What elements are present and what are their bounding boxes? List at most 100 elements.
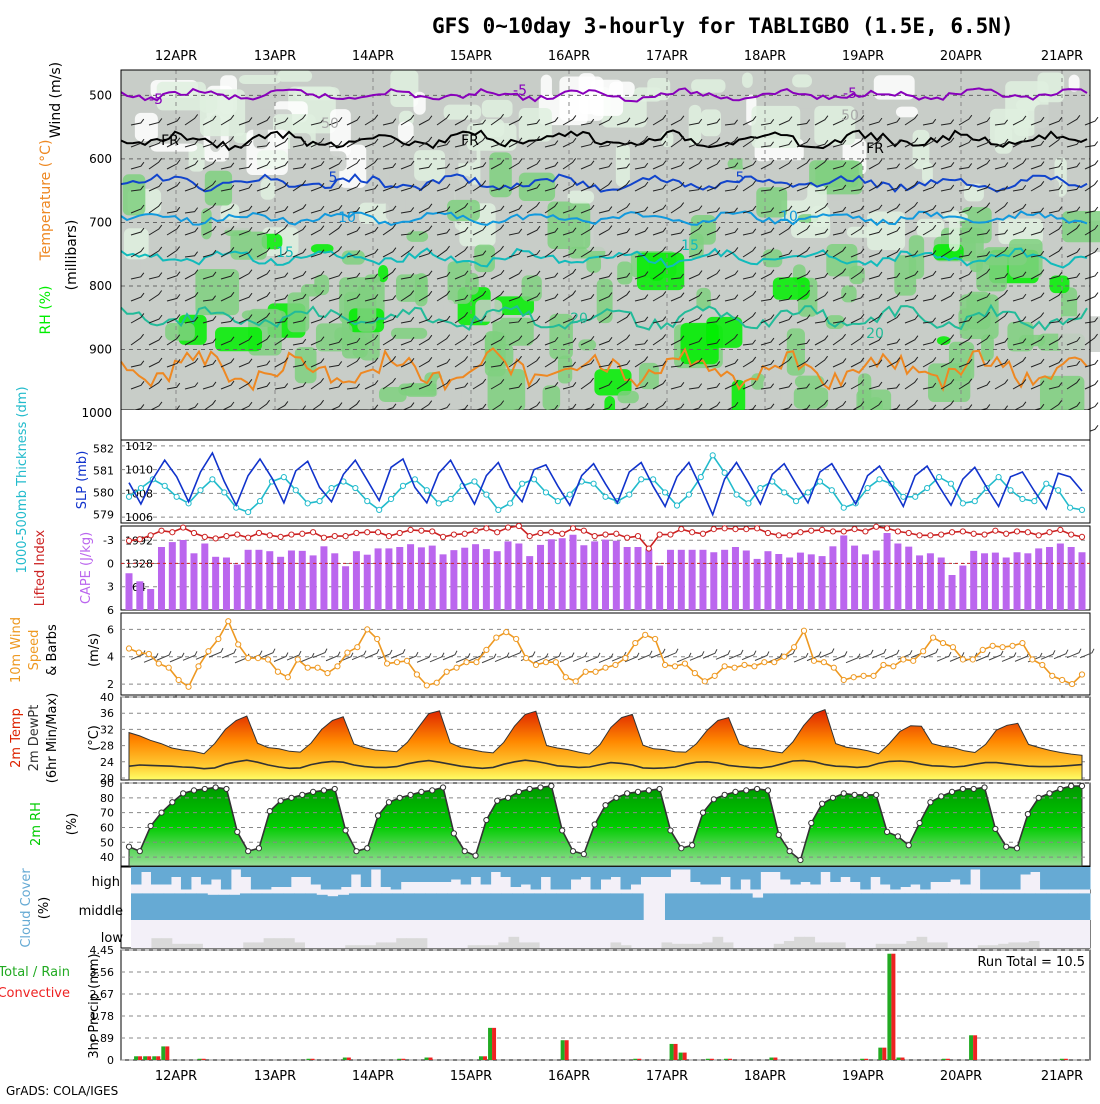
cloud-bar-middle xyxy=(163,893,176,920)
rh2m-marker xyxy=(667,827,674,834)
wind-barb xyxy=(616,378,631,390)
precip-bar-total xyxy=(896,1057,901,1060)
wind-barb xyxy=(670,403,685,412)
cloud-bar-high xyxy=(320,867,332,890)
lifted-index-marker xyxy=(624,534,631,541)
cape-bar xyxy=(147,589,155,610)
humidity-patch xyxy=(867,211,906,251)
wind-barb xyxy=(382,295,397,302)
wind-barb xyxy=(382,247,397,258)
wind-barb xyxy=(1048,206,1063,214)
thickness-marker xyxy=(471,478,478,485)
wind-barb xyxy=(166,271,181,280)
wind10-marker xyxy=(771,659,778,666)
wind10-marker xyxy=(939,639,947,647)
wind-barb xyxy=(220,136,235,148)
wind-barb xyxy=(1084,333,1098,346)
wind-barb xyxy=(706,382,721,390)
rh2m-marker xyxy=(1035,794,1042,801)
wind10-barb xyxy=(533,653,549,663)
wind-barb xyxy=(382,315,397,324)
cape-bar xyxy=(861,554,869,610)
wind-barb xyxy=(778,159,793,170)
label-minmax: (6hr Min/Max) xyxy=(45,693,60,783)
humidity-patch xyxy=(148,233,177,264)
wind-barb xyxy=(148,314,163,324)
wind-barb xyxy=(148,224,163,236)
wind-barb xyxy=(652,160,667,170)
rh2m-marker xyxy=(429,787,436,794)
wind-barb xyxy=(472,225,487,236)
cloud-bar-low xyxy=(804,936,816,948)
cape-bar xyxy=(212,556,220,610)
wind-barb xyxy=(742,272,757,280)
wind-barb xyxy=(652,114,667,126)
rh2m-marker xyxy=(808,819,815,827)
wind-barb xyxy=(742,228,757,236)
wind-barb xyxy=(598,403,613,412)
wind-barb xyxy=(994,162,1009,170)
rh2m-marker xyxy=(602,802,609,809)
rh2m-marker xyxy=(938,793,945,800)
wind-barb xyxy=(472,271,487,280)
wind-barb xyxy=(490,335,505,346)
wind10-barb xyxy=(819,648,835,658)
precip-bar-convective xyxy=(864,1058,869,1060)
wind-barb xyxy=(382,224,397,236)
wind10-marker xyxy=(1009,642,1016,649)
isotherm-label: FR xyxy=(161,133,179,149)
humidity-patch xyxy=(494,296,534,316)
wind-barb xyxy=(364,138,379,148)
chart-title: GFS 0~10day 3-hourly for TABLIGBO (1.5E,… xyxy=(432,14,1014,38)
cloud-bar-high xyxy=(140,867,152,872)
rh2m-tick: 70 xyxy=(100,807,114,820)
wind-barb xyxy=(184,227,199,236)
wind-barb xyxy=(148,335,163,346)
wind-barb xyxy=(742,180,757,192)
wind10-barb xyxy=(884,649,900,660)
lifted-index-marker xyxy=(353,529,360,537)
wind-barb xyxy=(904,399,918,412)
li-tick: 0 xyxy=(107,557,114,570)
wind-barb xyxy=(472,119,487,126)
wind-barb xyxy=(814,202,829,214)
cloud-bar-high xyxy=(170,867,182,877)
rh2m-marker xyxy=(699,809,707,816)
wind-barb xyxy=(814,355,828,368)
thickness-marker xyxy=(697,474,704,481)
wind-barb xyxy=(454,226,469,236)
rh2m-marker xyxy=(580,851,587,858)
wind-barb xyxy=(616,139,631,148)
wind10-marker xyxy=(483,646,490,654)
wind-barb xyxy=(220,317,235,324)
wind-barb xyxy=(940,246,955,258)
cape-bar xyxy=(580,545,588,610)
rh2m-marker xyxy=(851,791,858,798)
date-label-top: 13APR xyxy=(254,49,296,64)
humidity-patch xyxy=(751,105,801,149)
wind-barb xyxy=(634,206,649,214)
wind-barb xyxy=(616,403,631,412)
precip-bar-convective xyxy=(673,1043,678,1060)
wind-barb xyxy=(706,226,721,236)
wind10-tick: 4 xyxy=(107,651,114,664)
wind-barb xyxy=(130,227,145,236)
cape-bar xyxy=(385,548,393,610)
cloud-bar-middle xyxy=(1079,893,1091,920)
cloud-bar-low xyxy=(977,945,989,948)
wind-barb xyxy=(526,356,541,368)
wind-barb xyxy=(904,335,919,346)
wind-barb xyxy=(400,358,415,368)
humidity-patch xyxy=(352,335,368,358)
thickness-marker xyxy=(661,489,669,496)
wind-barb xyxy=(796,383,811,390)
humidity-patch xyxy=(638,362,659,390)
humidity-patch xyxy=(540,74,552,100)
wind-barb xyxy=(508,355,522,368)
cloud-bar-middle xyxy=(730,893,742,920)
wind-barb xyxy=(634,382,649,390)
wind-barb xyxy=(868,271,883,280)
wind-barb xyxy=(220,114,235,126)
wind10-barb xyxy=(1053,649,1069,660)
cape-bar xyxy=(537,544,545,610)
